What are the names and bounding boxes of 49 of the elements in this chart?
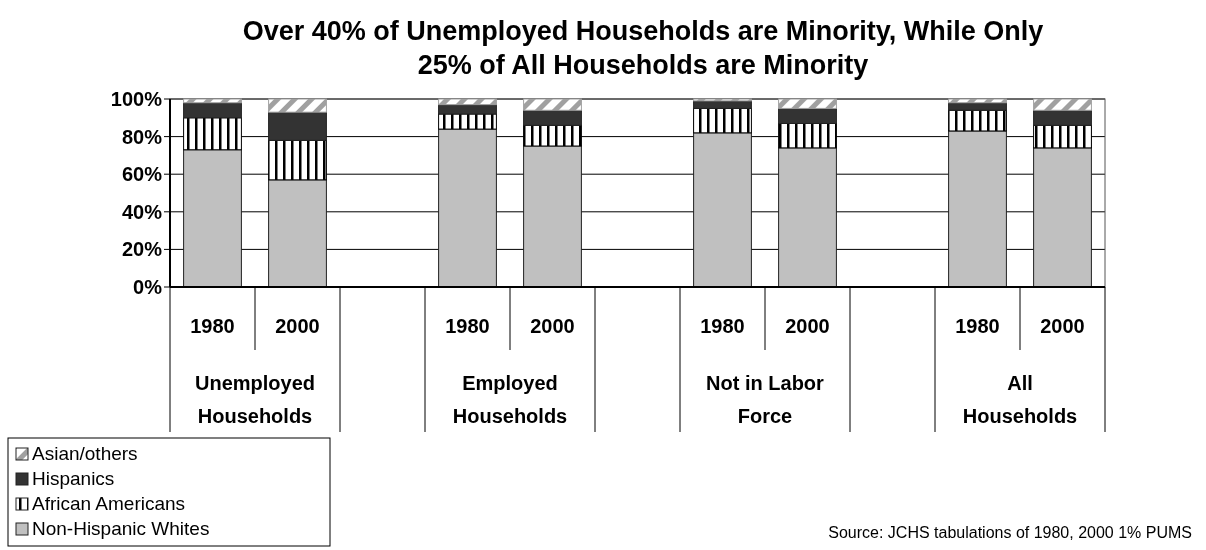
y-tick-label: 80%: [121, 125, 163, 148]
source-note: Source: JCHS tabulations of 1980, 2000 1% PUMS: [828, 524, 1192, 541]
bar: [268, 179, 327, 288]
y-tick-label: 0%: [133, 276, 163, 298]
y-tick-label: 100%: [110, 88, 163, 110]
legend-label: Non-Hispanic Whites: [32, 518, 210, 539]
x-tick-label: 1980: [700, 315, 745, 337]
bar: [778, 98, 837, 109]
bar: [1033, 98, 1092, 111]
bar: [523, 98, 582, 111]
legend-label: Hispanics: [32, 468, 115, 489]
bar: [183, 98, 242, 104]
bar: [523, 145, 582, 288]
bar: [438, 113, 497, 130]
legend-label: African Americans: [32, 493, 186, 514]
x-tick-label: 1980: [445, 315, 490, 337]
x-tick-label: 2000: [275, 315, 320, 337]
y-tick-label: 20%: [121, 238, 163, 261]
bar: [438, 98, 497, 106]
bar: [268, 111, 327, 141]
bar: [693, 132, 752, 288]
bar: [438, 104, 497, 115]
bar: [268, 98, 327, 113]
text: Not in Labor Force: [706, 372, 825, 427]
x-tick-label: 2000: [1040, 315, 1085, 337]
legend-label: Asian/others: [32, 443, 138, 464]
text: Unemployed Households: [194, 372, 316, 427]
x-tick-label: 2000: [530, 315, 575, 337]
bar: [1033, 147, 1092, 288]
bar: [523, 109, 582, 126]
x-tick-label: 1980: [955, 315, 1000, 337]
y-tick-label: 60%: [121, 163, 163, 186]
bar: [438, 128, 497, 288]
bar: [948, 130, 1007, 288]
x-tick-label: 1980: [190, 315, 235, 337]
x-tick-label: 2000: [785, 315, 830, 337]
bar: [778, 107, 837, 124]
chart-title: Over 40% of Unemployed Households are Minority, While Only 25% of All Households are Minority: [242, 16, 1044, 80]
bar: [1033, 109, 1092, 126]
text: All Households: [962, 372, 1078, 427]
bar: [948, 98, 1007, 104]
bar: [948, 109, 1007, 132]
y-tick-label: 40%: [121, 200, 163, 223]
bar: [693, 107, 752, 134]
bar: [778, 147, 837, 288]
bar: [183, 102, 242, 119]
text: Employed Households: [452, 372, 568, 427]
bar: [183, 149, 242, 288]
bar: [948, 102, 1007, 111]
